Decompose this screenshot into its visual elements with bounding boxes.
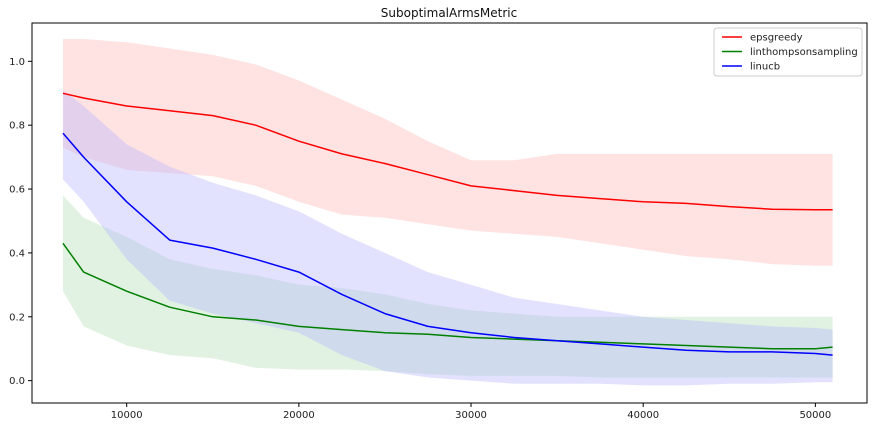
x-tick-label: 20000	[283, 410, 315, 421]
y-tick-label: 0.4	[9, 248, 25, 259]
legend-label-linthompsonsampling: linthompsonsampling	[750, 47, 858, 58]
x-tick-label: 40000	[627, 410, 659, 421]
y-tick-label: 0.2	[9, 312, 25, 323]
line-linthompsonsampling	[62, 242, 833, 350]
line-linucb	[62, 132, 833, 356]
y-tick-label: 0.0	[9, 376, 25, 387]
x-tick-label: 50000	[799, 410, 831, 421]
legend-label-epsgreedy: epsgreedy	[750, 33, 803, 44]
y-tick-label: 1.0	[9, 57, 25, 68]
band-linthompsonsampling	[63, 195, 833, 378]
y-tick-label: 0.8	[9, 121, 25, 132]
line-epsgreedy	[62, 92, 833, 211]
legend-label-linucb: linucb	[750, 62, 780, 73]
y-tick-label: 0.6	[9, 185, 25, 196]
band-epsgreedy	[63, 39, 833, 266]
series-lines	[62, 92, 833, 356]
x-tick-label: 30000	[455, 410, 487, 421]
chart-title: SuboptimalArmsMetric	[381, 6, 517, 20]
x-tick-label: 10000	[111, 410, 143, 421]
plot-frame	[31, 22, 868, 404]
legend: epsgreedy linthompsonsampling linucb	[713, 27, 863, 77]
band-linucb	[63, 90, 833, 386]
x-axis: 10000 20000 30000 40000 50000	[111, 403, 831, 421]
y-axis: 0.0 0.2 0.4 0.6 0.8 1.0	[9, 57, 32, 387]
confidence-bands	[63, 39, 833, 386]
legend-box	[713, 27, 863, 77]
